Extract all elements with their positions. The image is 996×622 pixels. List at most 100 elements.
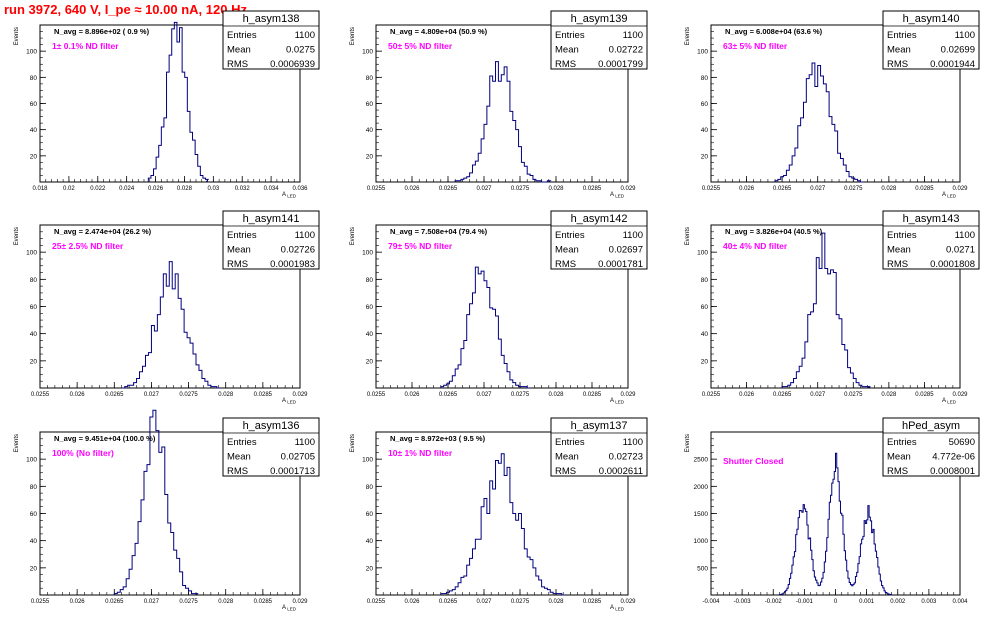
y-tick-label: 100 bbox=[697, 49, 708, 56]
y-tick-label: 500 bbox=[697, 565, 708, 572]
x-tick-label: 0.026 bbox=[70, 392, 86, 398]
stats-title: h_asym136 bbox=[243, 420, 300, 432]
x-tick-label: 0.026 bbox=[404, 392, 420, 398]
x-tick-label: 0.029 bbox=[292, 599, 308, 605]
y-tick-label: 40 bbox=[366, 538, 374, 545]
stats-value: 4.772e-06 bbox=[932, 452, 975, 463]
x-tick-label: 0.0285 bbox=[583, 599, 602, 605]
y-tick-label: 60 bbox=[30, 101, 38, 108]
stats-key: RMS bbox=[555, 259, 576, 270]
stats-value: 1100 bbox=[623, 230, 643, 241]
y-axis-label: Events bbox=[685, 27, 691, 45]
x-tick-label: 0.028 bbox=[177, 186, 193, 192]
y-tick-label: 40 bbox=[30, 331, 38, 338]
y-tick-label: 20 bbox=[30, 358, 38, 365]
stats-title: h_asym138 bbox=[243, 13, 300, 25]
stats-key: Mean bbox=[227, 45, 251, 56]
stats-key: Entries bbox=[227, 230, 257, 241]
stats-key: Entries bbox=[555, 230, 585, 241]
x-axis-label: A LED bbox=[282, 192, 297, 199]
x-tick-label: 0.0285 bbox=[915, 392, 934, 398]
y-tick-label: 80 bbox=[366, 277, 374, 284]
y-tick-label: 80 bbox=[30, 484, 38, 491]
y-axis-label: Events bbox=[14, 27, 20, 45]
y-tick-label: 2000 bbox=[694, 484, 709, 491]
n-avg-label: N_avg = 6.008e+04 (63.6 %) bbox=[725, 27, 823, 36]
x-tick-label: 0.028 bbox=[548, 392, 564, 398]
x-tick-label: 0.027 bbox=[476, 599, 492, 605]
x-tick-label: 0.026 bbox=[739, 186, 755, 192]
stats-key: RMS bbox=[227, 59, 248, 70]
stats-key: Entries bbox=[227, 30, 257, 41]
histogram-panel-hPed_asym: 500 1000 1500 2000 2500 -0.004 -0.003 -0.002 -0.… bbox=[685, 417, 980, 605]
x-tick-label: 0.034 bbox=[264, 186, 280, 192]
y-axis-label: Events bbox=[14, 227, 20, 245]
histogram-panel-h_asym137: 20 40 60 80 100 0.0255 0.026 0.0265 0.027 0.0275 0… bbox=[350, 417, 648, 612]
y-axis-label: Events bbox=[350, 227, 356, 245]
x-tick-label: 0.029 bbox=[620, 392, 636, 398]
x-tick-label: 0.027 bbox=[144, 599, 160, 605]
x-tick-label: 0.026 bbox=[739, 392, 755, 398]
x-tick-label: 0.002 bbox=[890, 599, 906, 605]
stats-key: RMS bbox=[887, 466, 908, 477]
y-tick-label: 80 bbox=[30, 75, 38, 82]
x-tick-label: 0.0265 bbox=[773, 392, 792, 398]
n-avg-label: N_avg = 8.896e+02 ( 0.9 %) bbox=[54, 27, 150, 36]
stats-title: h_asym143 bbox=[903, 213, 960, 225]
x-tick-label: 0.0275 bbox=[511, 186, 530, 192]
stats-title: h_asym139 bbox=[571, 13, 628, 25]
stats-box bbox=[550, 210, 648, 270]
x-tick-label: 0.0275 bbox=[511, 392, 530, 398]
x-tick-label: 0.0285 bbox=[583, 186, 602, 192]
x-tick-label: 0.026 bbox=[404, 186, 420, 192]
x-tick-label: 0.0265 bbox=[439, 186, 458, 192]
histogram-line bbox=[440, 266, 531, 389]
filter-label: 1± 0.1% ND filter bbox=[52, 41, 119, 51]
y-tick-label: 20 bbox=[366, 153, 374, 160]
y-tick-label: 40 bbox=[701, 331, 709, 338]
x-tick-label: -0.004 bbox=[702, 599, 720, 605]
stats-key: Mean bbox=[887, 452, 911, 463]
y-tick-label: 100 bbox=[697, 250, 708, 257]
filter-label: 63± 5% ND filter bbox=[723, 41, 788, 51]
x-tick-label: 0.0275 bbox=[511, 599, 530, 605]
x-tick-label: 0 bbox=[834, 599, 838, 605]
x-tick-label: 0.027 bbox=[810, 186, 826, 192]
x-tick-label: 0.02 bbox=[63, 186, 75, 192]
x-axis-label: A LED bbox=[610, 398, 625, 405]
stats-key: Entries bbox=[227, 437, 257, 448]
x-tick-label: 0.024 bbox=[119, 186, 135, 192]
stats-key: RMS bbox=[887, 59, 908, 70]
stats-key: Mean bbox=[887, 45, 911, 56]
x-tick-label: 0.029 bbox=[620, 599, 636, 605]
histogram-panel-h_asym138: 20 40 60 80 100 0.018 0.02 0.022 0.024 0.026 0.028… bbox=[14, 10, 320, 199]
stats-key: Mean bbox=[227, 452, 251, 463]
y-tick-label: 20 bbox=[366, 358, 374, 365]
x-tick-label: 0.001 bbox=[859, 599, 875, 605]
stats-key: RMS bbox=[227, 466, 248, 477]
stats-value: 0.02726 bbox=[281, 245, 315, 256]
filter-label: 40± 4% ND filter bbox=[723, 241, 788, 251]
x-tick-label: 0.027 bbox=[144, 392, 160, 398]
y-tick-label: 60 bbox=[701, 101, 709, 108]
stats-key: Entries bbox=[887, 230, 917, 241]
y-tick-label: 1000 bbox=[694, 538, 709, 545]
x-tick-label: 0.0275 bbox=[844, 392, 863, 398]
histogram-line bbox=[113, 409, 199, 596]
x-tick-label: 0.0285 bbox=[583, 392, 602, 398]
x-tick-label: 0.026 bbox=[404, 599, 420, 605]
stats-value: 1100 bbox=[295, 230, 315, 241]
stats-key: Entries bbox=[887, 30, 917, 41]
x-tick-label: 0.028 bbox=[881, 186, 897, 192]
n-avg-label: N_avg = 2.474e+04 (26.2 %) bbox=[54, 227, 152, 236]
y-tick-label: 60 bbox=[366, 511, 374, 518]
stats-value: 0.0008001 bbox=[930, 466, 975, 477]
histogram-panel-h_asym143: 20 40 60 80 100 0.0255 0.026 0.0265 0.027 0.0275 0… bbox=[685, 210, 980, 405]
y-tick-label: 100 bbox=[26, 457, 37, 464]
stats-value: 1100 bbox=[295, 30, 315, 41]
histogram-panel-h_asym141: 20 40 60 80 100 0.0255 0.026 0.0265 0.027 0.0275 0… bbox=[14, 210, 320, 405]
filter-label: 50± 5% ND filter bbox=[388, 41, 453, 51]
filter-label: Shutter Closed bbox=[723, 456, 783, 466]
stats-value: 0.0001799 bbox=[598, 59, 643, 70]
stats-value: 0.02723 bbox=[609, 452, 643, 463]
